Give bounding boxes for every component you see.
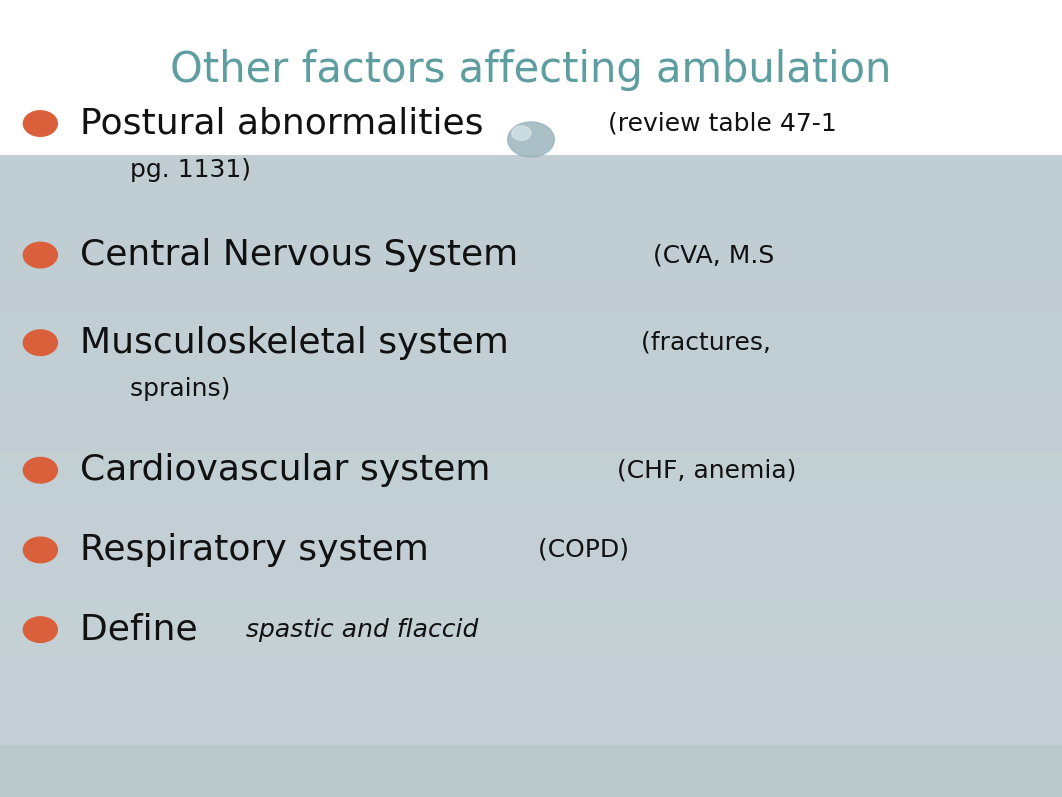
Bar xyxy=(0,371,1062,382)
Bar xyxy=(0,745,1062,797)
Bar xyxy=(0,578,1062,588)
Text: sprains): sprains) xyxy=(106,377,230,401)
Bar xyxy=(0,194,1062,205)
Circle shape xyxy=(512,126,531,140)
Bar xyxy=(0,273,1062,283)
Bar xyxy=(0,559,1062,568)
Bar xyxy=(0,430,1062,441)
Bar xyxy=(0,303,1062,312)
Circle shape xyxy=(23,330,57,355)
Bar xyxy=(0,696,1062,706)
Bar xyxy=(0,706,1062,716)
Bar xyxy=(0,470,1062,480)
Bar xyxy=(0,500,1062,509)
Bar xyxy=(0,342,1062,352)
Bar xyxy=(0,312,1062,323)
Bar xyxy=(0,185,1062,194)
Bar xyxy=(0,598,1062,607)
Bar xyxy=(0,391,1062,401)
Bar xyxy=(0,283,1062,293)
Bar xyxy=(0,175,1062,185)
Bar xyxy=(0,519,1062,529)
Bar xyxy=(0,666,1062,677)
Bar xyxy=(0,411,1062,421)
Text: Other factors affecting ambulation: Other factors affecting ambulation xyxy=(170,49,892,91)
Text: (COPD): (COPD) xyxy=(530,538,629,562)
Bar xyxy=(0,568,1062,578)
Bar xyxy=(0,509,1062,519)
Text: Central Nervous System: Central Nervous System xyxy=(80,238,518,272)
Bar xyxy=(0,460,1062,470)
Bar xyxy=(0,725,1062,736)
Bar xyxy=(0,362,1062,371)
Circle shape xyxy=(23,537,57,563)
Bar xyxy=(0,607,1062,618)
Bar xyxy=(0,421,1062,430)
Circle shape xyxy=(508,122,554,157)
Circle shape xyxy=(23,457,57,483)
Text: (CHF, anemia): (CHF, anemia) xyxy=(610,458,796,482)
Bar xyxy=(0,155,1062,745)
Bar xyxy=(0,716,1062,725)
Text: Respiratory system: Respiratory system xyxy=(80,533,429,567)
Text: spastic and flaccid: spastic and flaccid xyxy=(246,618,479,642)
Bar xyxy=(0,548,1062,559)
Text: Musculoskeletal system: Musculoskeletal system xyxy=(80,326,509,359)
Bar xyxy=(0,736,1062,745)
Bar xyxy=(0,264,1062,273)
Bar xyxy=(0,489,1062,500)
Bar xyxy=(0,529,1062,539)
Bar xyxy=(0,352,1062,362)
Bar xyxy=(0,539,1062,548)
Bar xyxy=(0,441,1062,450)
Bar xyxy=(0,480,1062,489)
Bar xyxy=(0,165,1062,175)
Bar xyxy=(0,637,1062,647)
Bar xyxy=(0,253,1062,264)
Bar xyxy=(0,332,1062,342)
Circle shape xyxy=(23,617,57,642)
Bar xyxy=(0,323,1062,332)
Text: (review table 47-1: (review table 47-1 xyxy=(600,112,837,135)
Bar xyxy=(0,618,1062,627)
Bar xyxy=(0,588,1062,598)
Text: Postural abnormalities: Postural abnormalities xyxy=(80,107,483,140)
Bar xyxy=(0,657,1062,666)
Text: Define: Define xyxy=(80,613,209,646)
Bar xyxy=(0,647,1062,657)
Bar xyxy=(0,293,1062,303)
Bar xyxy=(0,686,1062,696)
Bar xyxy=(0,0,1062,155)
Circle shape xyxy=(23,111,57,136)
Text: pg. 1131): pg. 1131) xyxy=(106,158,252,182)
Text: (fractures,: (fractures, xyxy=(633,331,771,355)
Bar xyxy=(0,214,1062,224)
Bar xyxy=(0,382,1062,391)
Bar xyxy=(0,627,1062,637)
Text: Cardiovascular system: Cardiovascular system xyxy=(80,453,491,487)
Bar xyxy=(0,224,1062,234)
Bar xyxy=(0,450,1062,460)
Bar xyxy=(0,401,1062,411)
Bar xyxy=(0,155,1062,165)
Bar xyxy=(0,244,1062,253)
Circle shape xyxy=(23,242,57,268)
Bar xyxy=(0,234,1062,244)
Bar xyxy=(0,205,1062,214)
Bar xyxy=(0,677,1062,686)
Text: (CVA, M.S: (CVA, M.S xyxy=(645,243,774,267)
